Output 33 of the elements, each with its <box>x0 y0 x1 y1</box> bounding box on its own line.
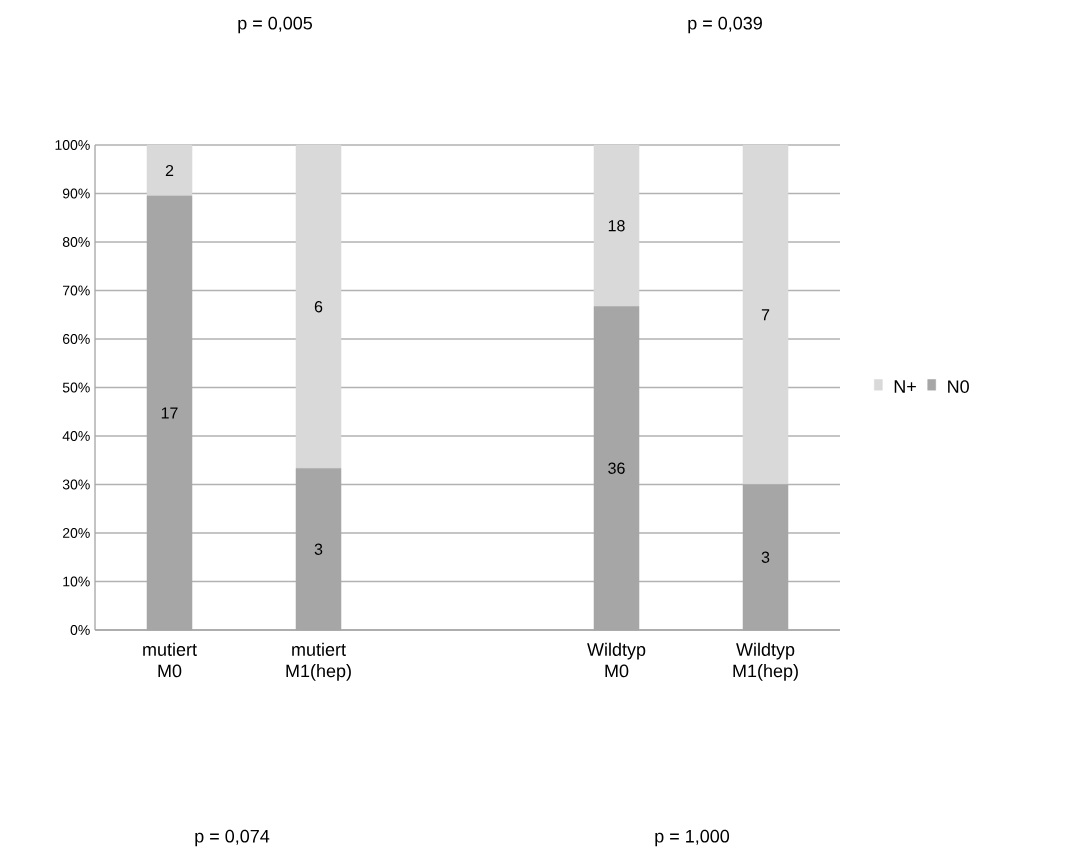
legend-label: N0 <box>948 380 969 393</box>
text: p = 0,039 <box>688 16 762 34</box>
x-tick-label: mutiert M1(hep) <box>286 642 351 681</box>
text: p = 1,000 <box>655 829 730 847</box>
y-tick-label: 10% <box>63 576 90 587</box>
legend-label: N+ <box>894 380 916 393</box>
bar <box>742 144 789 485</box>
y-tick-label: 60% <box>62 334 90 344</box>
y-tick-label: 90% <box>62 188 90 199</box>
y-tick-label: 20% <box>62 528 90 538</box>
annotation: 18 <box>608 220 625 232</box>
annotation: 36 <box>608 462 625 474</box>
y-tick-label: 0% <box>70 625 90 635</box>
x-tick-label: mutiert M0 <box>143 642 197 678</box>
annotation: 3 <box>314 543 323 555</box>
annotation: 6 <box>314 301 323 313</box>
y-tick-label: 40% <box>62 431 90 441</box>
y-tick-label: 70% <box>62 285 90 296</box>
bar <box>146 144 193 197</box>
y-tick-label: 100% <box>55 140 90 150</box>
x-tick-label: Wildtyp M0 <box>587 642 646 678</box>
bar <box>295 144 342 469</box>
annotation: 7 <box>761 309 770 321</box>
text: p = 0,005 <box>238 16 313 34</box>
x-tick-label: Wildtyp M1(hep) <box>733 642 798 681</box>
annotation: 17 <box>161 407 178 419</box>
y-tick-label: 30% <box>62 479 90 490</box>
bar <box>593 144 640 307</box>
text: p = 0,074 <box>195 829 270 847</box>
annotation: 2 <box>165 164 174 177</box>
y-tick-label: 50% <box>62 382 90 393</box>
y-tick-label: 80% <box>62 237 90 247</box>
annotation: 3 <box>761 551 770 563</box>
